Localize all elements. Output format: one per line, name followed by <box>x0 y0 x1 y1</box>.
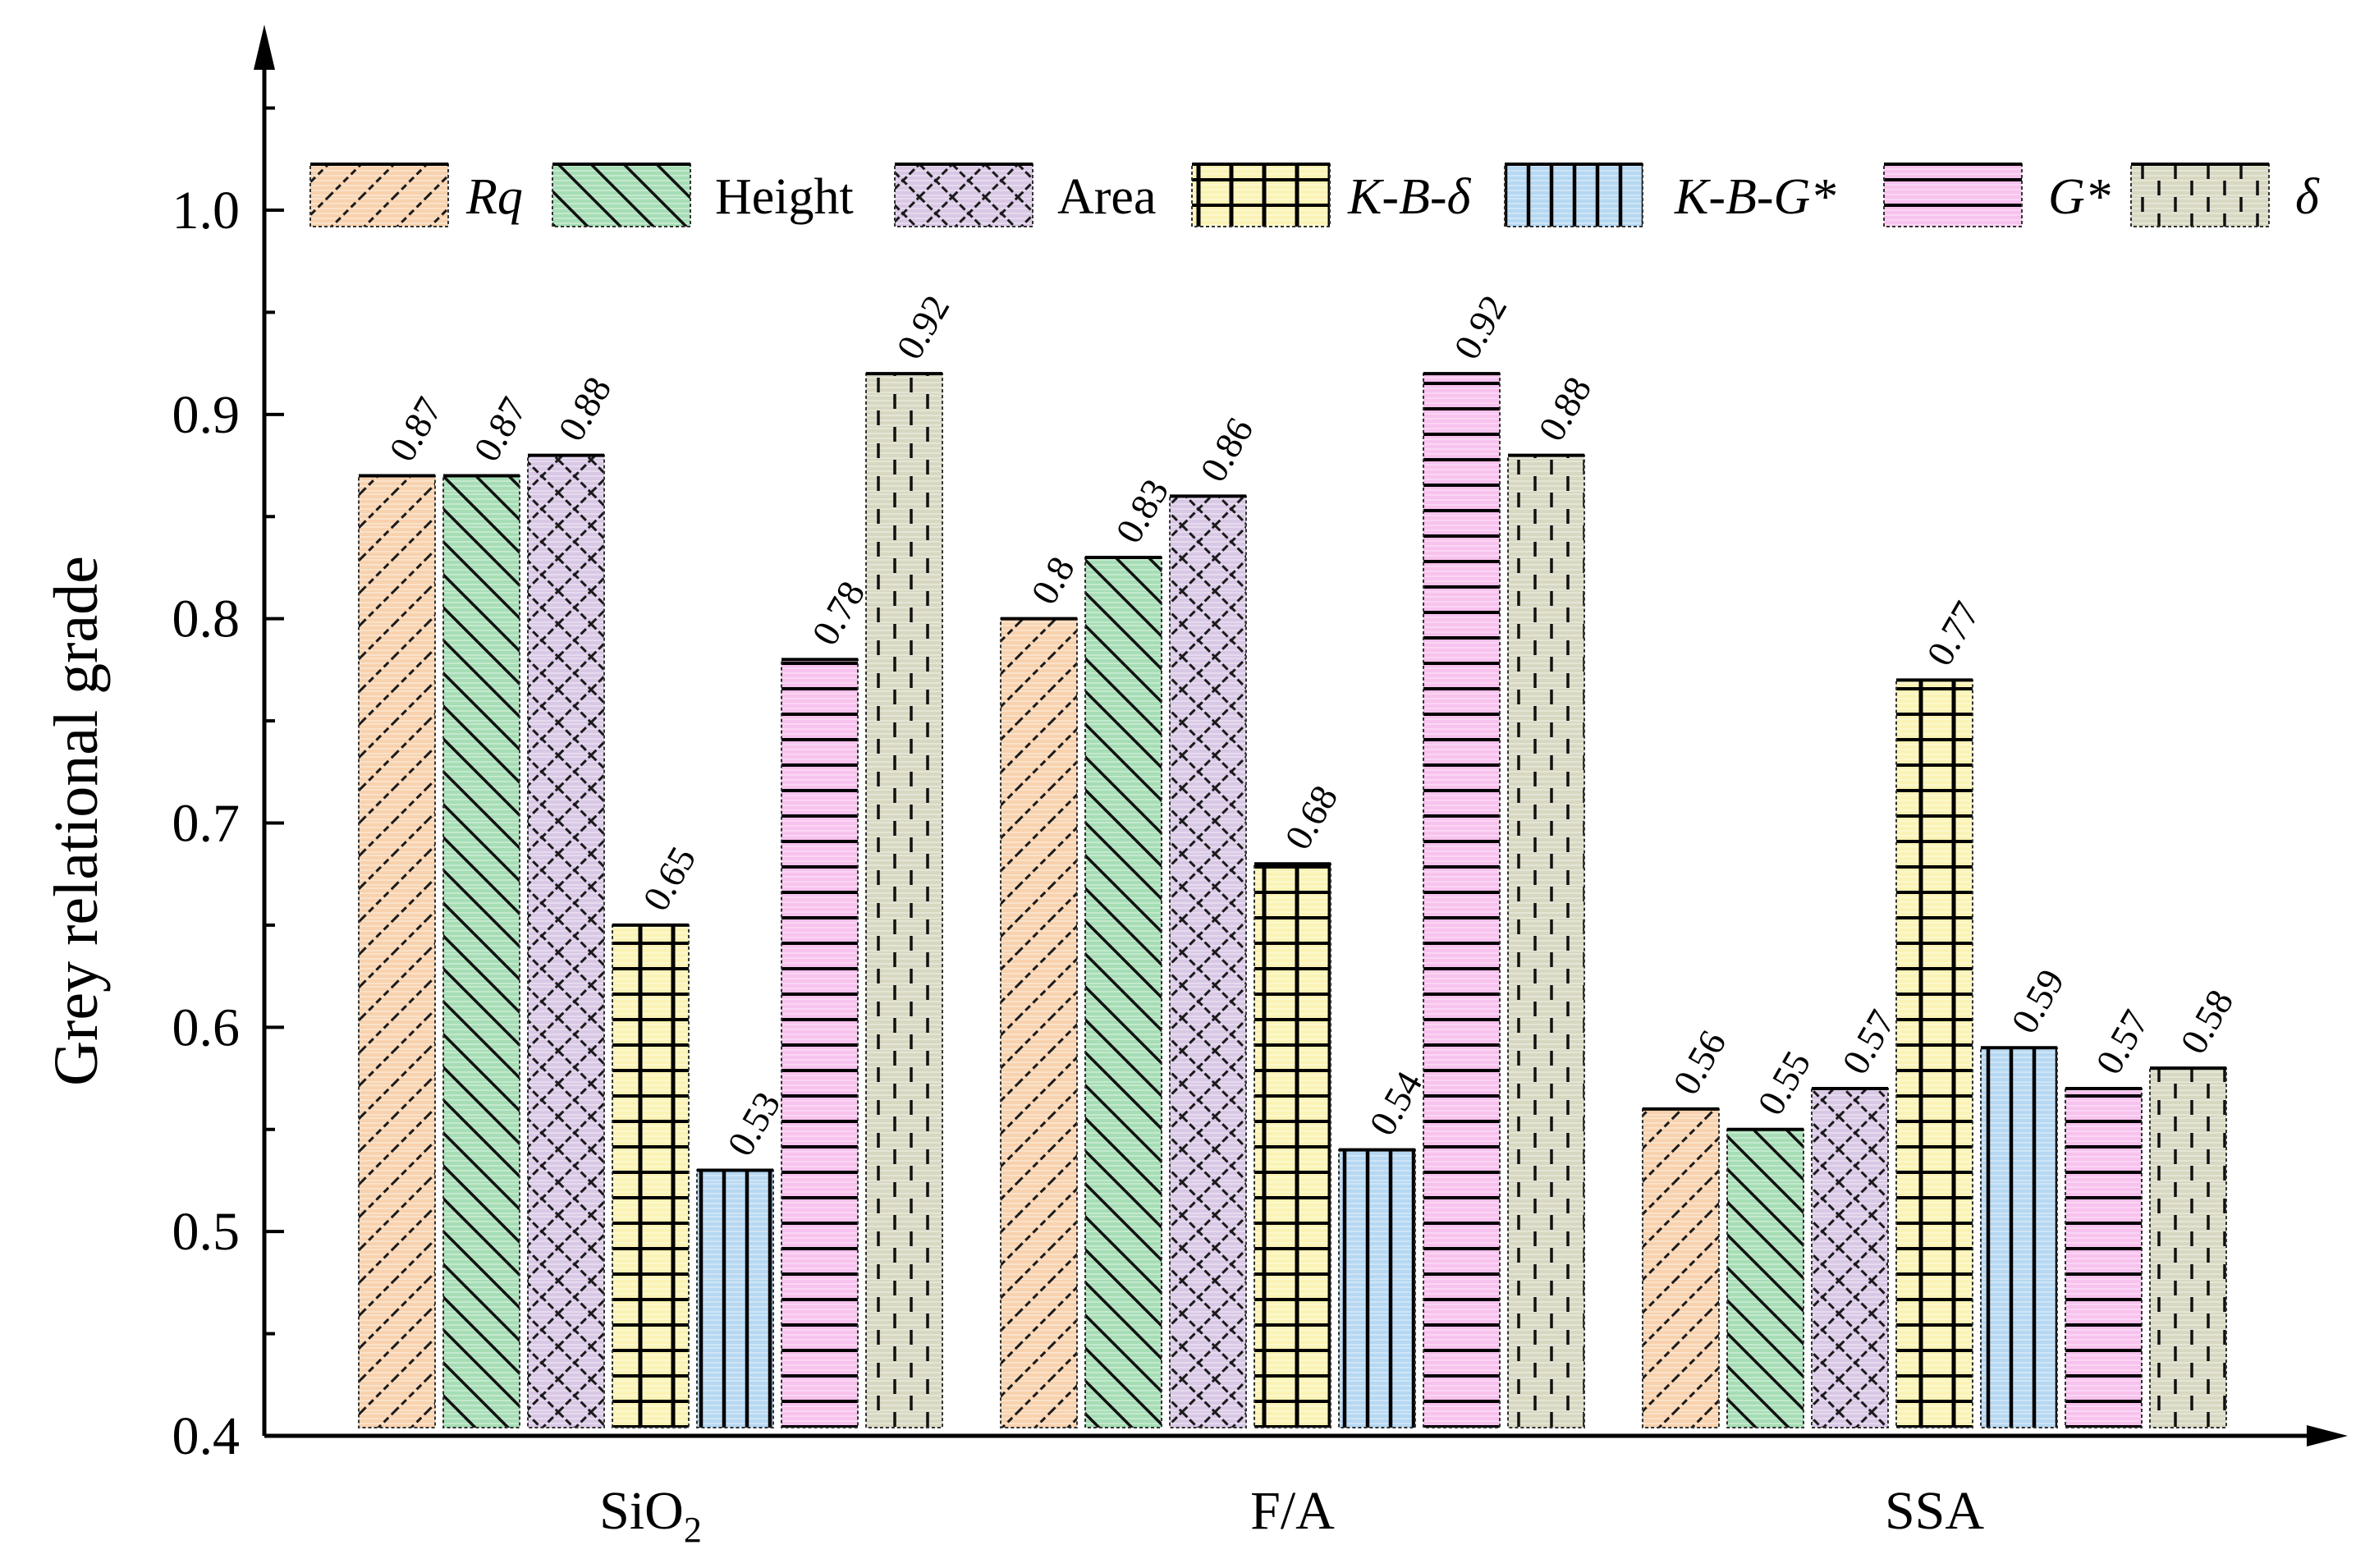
value-label: 0.68 <box>1276 778 1345 856</box>
axes-layer: 0.4 0.5 0.6 0.7 0.8 0.9 1.0 SiO2 F/A SSA <box>172 25 2348 1550</box>
legend-swatch-0 <box>309 163 449 227</box>
value-label: 0.92 <box>1446 288 1515 366</box>
bar-5-0 <box>781 658 859 1428</box>
value-label: 0.86 <box>1192 410 1261 488</box>
legend-swatch-5 <box>1883 163 2023 227</box>
bar-0-0 <box>358 475 436 1429</box>
bar-5-2 <box>2065 1087 2143 1428</box>
legend-swatch-6 <box>2130 163 2270 227</box>
value-label: 0.57 <box>2088 1003 2156 1081</box>
y-tick-label: 0.9 <box>172 385 241 445</box>
y-tick-label: 1.0 <box>172 181 241 241</box>
value-label: 0.78 <box>804 574 873 652</box>
value-label: 0.88 <box>1530 369 1599 447</box>
legend-label-0: Rq <box>465 169 523 225</box>
bar-4-2 <box>1980 1047 2058 1428</box>
x-tick-label: SiO2 <box>599 1481 702 1550</box>
value-label: 0.8 <box>1023 549 1083 611</box>
legend-label-5: G* <box>2048 169 2111 225</box>
bar-5-1 <box>1423 373 1501 1429</box>
value-label: 0.58 <box>2172 983 2241 1061</box>
value-label: 0.87 <box>465 390 534 468</box>
y-axis-arrow <box>254 25 275 70</box>
bar-2-1 <box>1169 495 1247 1428</box>
legend-label-4: K-B-G* <box>1674 169 1836 225</box>
legend: Rq Height Area K-B-δ K-B-G* G* δ <box>309 163 2320 227</box>
value-label: 0.88 <box>550 369 619 447</box>
x-axis-arrow <box>2307 1425 2348 1447</box>
legend-swatch-1 <box>552 163 691 227</box>
legend-swatch-3 <box>1191 163 1331 227</box>
y-tick-label: 0.4 <box>172 1406 241 1466</box>
bar-3-2 <box>1895 679 1973 1428</box>
y-tick-label: 0.8 <box>172 589 241 649</box>
legend-swatch-2 <box>894 163 1034 227</box>
bar-2-0 <box>527 454 605 1428</box>
bar-1-0 <box>442 475 520 1429</box>
y-tick-label: 0.6 <box>172 997 241 1057</box>
value-label: 0.77 <box>1918 594 1987 672</box>
y-tick-label: 0.7 <box>172 794 241 854</box>
bar-6-2 <box>2149 1067 2227 1428</box>
x-tick-label: SSA <box>1885 1481 1984 1541</box>
value-label: 0.56 <box>1665 1024 1734 1102</box>
x-tick-label: F/A <box>1250 1481 1335 1541</box>
bar-3-0 <box>612 924 690 1428</box>
y-axis-title: Grey relational grade <box>42 556 111 1086</box>
bars-layer <box>358 372 2227 1429</box>
bar-4-0 <box>696 1169 774 1429</box>
y-tick-label: 0.5 <box>172 1202 241 1262</box>
value-label: 0.54 <box>1361 1064 1430 1142</box>
value-label: 0.83 <box>1107 472 1176 550</box>
legend-label-1: Height <box>715 169 854 225</box>
legend-swatch-4 <box>1504 163 1643 227</box>
legend-label-2: Area <box>1057 169 1156 225</box>
value-label: 0.59 <box>2003 962 2072 1040</box>
value-label: 0.92 <box>888 288 957 366</box>
value-label: 0.87 <box>381 390 450 468</box>
bar-2-2 <box>1811 1087 1889 1428</box>
bar-4-1 <box>1338 1148 1416 1428</box>
bar-3-1 <box>1254 863 1331 1429</box>
legend-label-6: δ <box>2295 169 2320 225</box>
bar-1-2 <box>1726 1128 1804 1428</box>
bar-6-0 <box>865 373 943 1429</box>
legend-label-3: K-B-δ <box>1347 169 1472 225</box>
bar-0-2 <box>1642 1107 1720 1429</box>
value-label: 0.65 <box>635 840 704 918</box>
value-label: 0.57 <box>1834 1003 1903 1081</box>
bar-6-1 <box>1507 454 1585 1428</box>
value-label: 0.53 <box>719 1084 788 1162</box>
bar-1-1 <box>1084 557 1162 1428</box>
bar-0-1 <box>1000 617 1078 1428</box>
value-label: 0.55 <box>1749 1044 1818 1122</box>
